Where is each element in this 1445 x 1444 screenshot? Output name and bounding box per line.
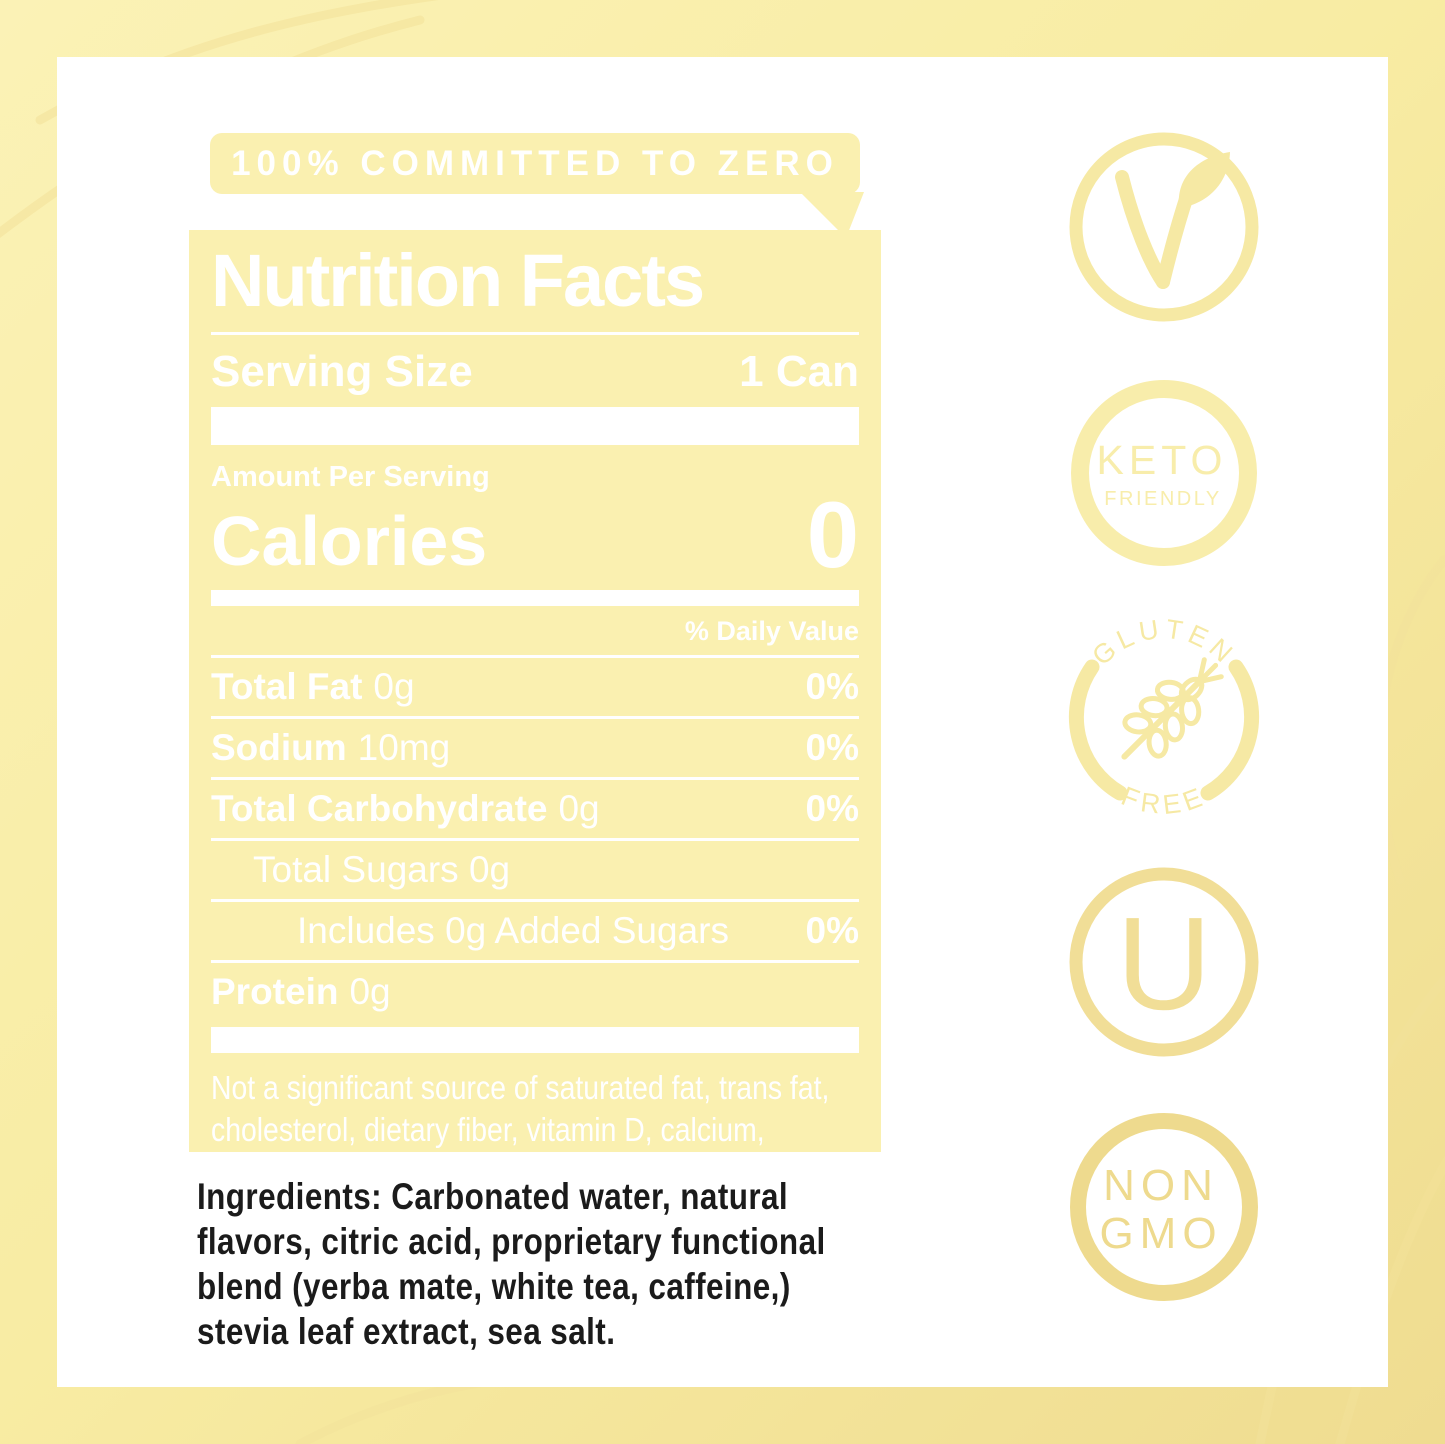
- footnote-line: Not a significant source of saturated fa…: [211, 1069, 830, 1107]
- nutrient-amount: 10mg: [357, 727, 451, 769]
- nutrient-row-total-sugars: Total Sugars 0g: [211, 841, 859, 899]
- ingredients-line: stevia leaf extract, sea salt.: [197, 1311, 616, 1352]
- nutrient-name: Total Fat: [211, 666, 363, 708]
- nutrient-name: Includes 0g Added Sugars: [297, 910, 729, 952]
- keto-text: KETO: [1097, 437, 1228, 483]
- nutrient-name: Protein: [211, 971, 339, 1013]
- divider: [211, 331, 859, 335]
- nutrition-facts-label: Nutrition Facts Serving Size 1 Can Amoun…: [189, 230, 881, 1152]
- free-arc-text: FREE: [1117, 781, 1205, 819]
- kosher-u-text: U: [1116, 890, 1211, 1037]
- divider: [211, 960, 859, 964]
- footnote-line: iron and potassium.: [211, 1151, 768, 1152]
- svg-text:FREE: FREE: [1117, 781, 1210, 819]
- keto-friendly-icon: KETO FRIENDLY: [1071, 380, 1257, 566]
- nutrient-row-sodium: Sodium 10mg 0%: [211, 719, 859, 777]
- gluten-arc-text: GLUTEN: [1086, 615, 1236, 671]
- label-footnote: Not a significant source of saturated fa…: [211, 1067, 859, 1152]
- thick-divider: [211, 406, 859, 445]
- nutrient-name: Sodium: [211, 727, 347, 769]
- committed-banner: 100% COMMITTED TO ZERO: [210, 133, 860, 194]
- gmo-text: GMO: [1099, 1209, 1222, 1258]
- nutrient-dv: 0%: [805, 666, 859, 708]
- nutrient-row-protein: Protein 0g: [211, 963, 859, 1021]
- nutrient-amount: 0g: [349, 971, 391, 1013]
- divider: [211, 899, 859, 903]
- calories-row: Calories 0: [211, 481, 859, 587]
- svg-text:GLUTEN: GLUTEN: [1086, 615, 1241, 671]
- nutrient-name: Total Carbohydrate: [211, 788, 548, 830]
- divider: [211, 838, 859, 842]
- divider: [211, 777, 859, 781]
- ingredients-paragraph: Ingredients: Carbonated water, natural f…: [197, 1174, 937, 1354]
- nutrition-facts-title: Nutrition Facts: [211, 239, 705, 322]
- serving-size-value: 1 Can: [739, 346, 859, 396]
- amount-per-serving-label: Amount Per Serving: [211, 460, 490, 493]
- banner-arrow-down-icon: [800, 192, 864, 238]
- kosher-ou-icon: U: [1069, 867, 1259, 1057]
- nutrient-amount: 0g: [558, 788, 600, 830]
- nutrient-dv: 0%: [805, 727, 859, 769]
- divider: [211, 655, 859, 659]
- nutrient-row-added-sugars: Includes 0g Added Sugars 0%: [211, 902, 859, 960]
- serving-size-row: Serving Size 1 Can: [211, 347, 859, 397]
- serving-size-label: Serving Size: [211, 346, 473, 396]
- nutrient-dv: 0%: [805, 910, 859, 952]
- ingredients-line: flavors, citric acid, proprietary functi…: [197, 1221, 826, 1262]
- calories-value: 0: [806, 481, 859, 587]
- vegan-v-leaf-icon: [1069, 132, 1259, 322]
- gluten-free-icon: GLUTEN FREE: [1068, 615, 1260, 819]
- nutrient-name: Total Sugars 0g: [253, 849, 511, 891]
- divider: [211, 716, 859, 720]
- nutrient-row-total-carbohydrate: Total Carbohydrate 0g 0%: [211, 780, 859, 838]
- nutrient-row-total-fat: Total Fat 0g 0%: [211, 658, 859, 716]
- daily-value-header: % Daily Value: [684, 616, 859, 647]
- committed-banner-text: 100% COMMITTED TO ZERO: [231, 143, 839, 183]
- thick-divider: [211, 1027, 859, 1054]
- nutrient-amount: 0g: [373, 666, 415, 708]
- friendly-text: FRIENDLY: [1104, 488, 1221, 510]
- footnote-line: cholesterol, dietary fiber, vitamin D, c…: [211, 1111, 765, 1149]
- non-text: NON: [1103, 1161, 1219, 1210]
- thick-divider: [211, 590, 859, 607]
- non-gmo-icon: NON GMO: [1070, 1113, 1258, 1301]
- calories-label: Calories: [211, 502, 488, 581]
- ingredients-line: blend (yerba mate, white tea, caffeine,): [197, 1266, 791, 1307]
- nutrient-dv: 0%: [805, 788, 859, 830]
- ingredients-line: Ingredients: Carbonated water, natural: [197, 1176, 789, 1217]
